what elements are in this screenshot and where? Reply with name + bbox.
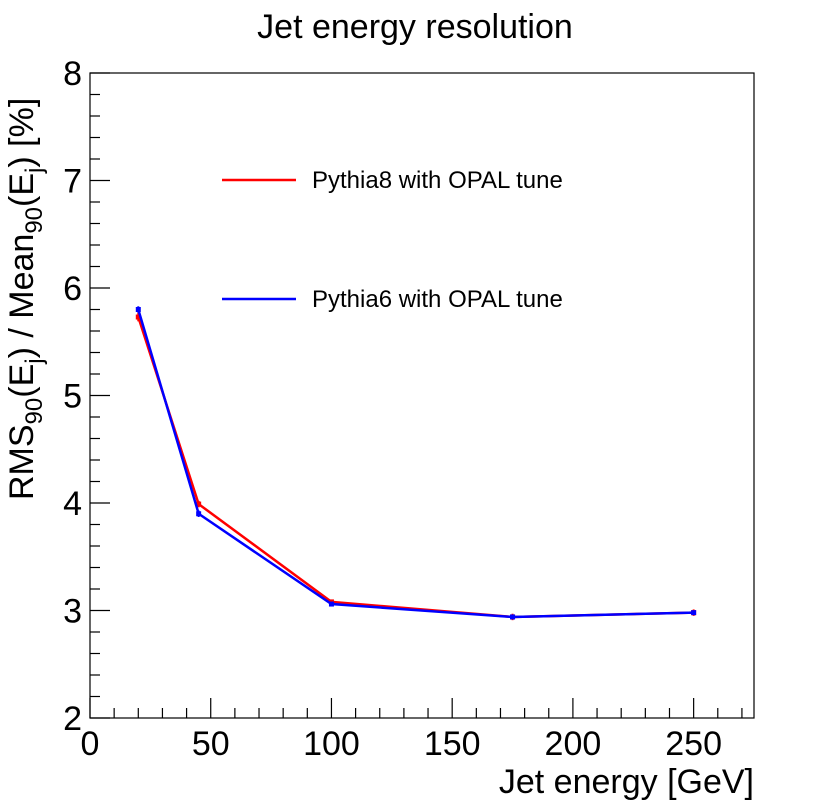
- x-axis-label: Jet energy [GeV]: [499, 763, 754, 801]
- legend-label: Pythia8 with OPAL tune: [312, 167, 563, 194]
- chart-title: Jet energy resolution: [257, 8, 573, 46]
- legend-item: Pythia8 with OPAL tune: [222, 167, 563, 194]
- y-tick-label: 8: [63, 55, 82, 93]
- y-label-part: ) [%]: [3, 98, 41, 168]
- series-layer: [135, 306, 697, 621]
- x-tick-label: 200: [545, 725, 602, 763]
- y-tick-label: 3: [63, 593, 82, 631]
- y-label-part: RMS: [3, 424, 41, 500]
- series-2: [135, 306, 697, 620]
- data-point: [196, 511, 202, 517]
- legend-item: Pythia6 with OPAL tune: [222, 286, 563, 313]
- y-axis-label: RMS90(Ej) / Mean90(Ej) [%]: [3, 98, 48, 500]
- y-label-part: ) / Mean: [3, 234, 41, 359]
- legend: Pythia8 with OPAL tune Pythia6 with OPAL …: [222, 167, 563, 313]
- data-point: [328, 601, 334, 607]
- y-tick-label: 4: [63, 485, 82, 523]
- y-label-part: (E: [3, 364, 41, 398]
- data-point: [510, 614, 516, 620]
- y-tick-label: 2: [63, 700, 82, 738]
- y-label-part: (E: [3, 173, 41, 207]
- legend-label: Pythia6 with OPAL tune: [312, 286, 563, 313]
- x-tick-label: 0: [81, 725, 100, 763]
- series-line: [137, 309, 694, 619]
- data-point: [196, 501, 202, 507]
- data-point: [691, 610, 697, 616]
- x-axis: 0 50 100 150 200 250: [81, 698, 743, 763]
- series-1: [135, 312, 697, 621]
- y-tick-label: 7: [63, 163, 82, 201]
- y-label-subscript: 90: [21, 207, 48, 234]
- data-point: [135, 307, 141, 312]
- y-tick-label: 6: [63, 270, 82, 308]
- y-label-subscript: j: [21, 358, 48, 364]
- y-label-subscript: j: [21, 168, 48, 174]
- y-label-subscript: 90: [21, 398, 48, 425]
- x-tick-label: 50: [192, 725, 230, 763]
- x-tick-label: 250: [665, 725, 722, 763]
- data-point: [135, 314, 141, 320]
- series-line: [137, 316, 694, 619]
- y-tick-label: 5: [63, 378, 82, 416]
- y-axis: 2 3 4 5 6 7 8: [63, 55, 110, 738]
- x-tick-label: 100: [303, 725, 360, 763]
- x-tick-label: 150: [424, 725, 481, 763]
